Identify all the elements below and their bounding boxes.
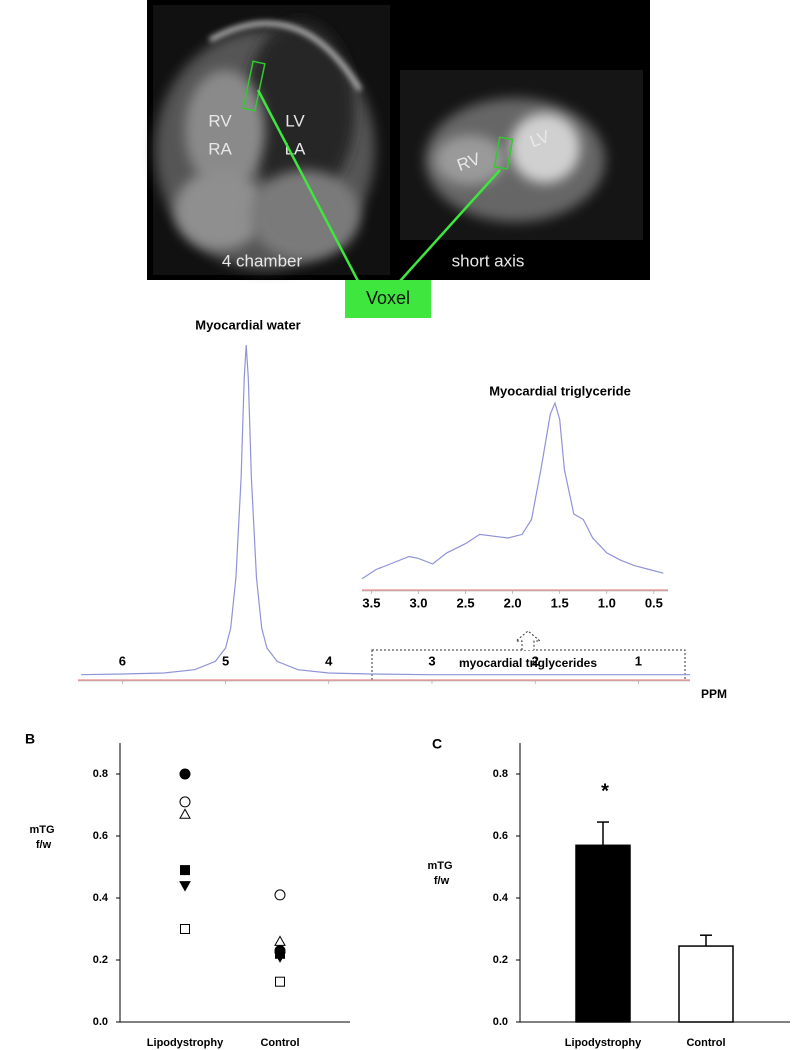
y-axis-label: mTG f/w bbox=[427, 860, 452, 887]
x-axis-label: PPM bbox=[701, 687, 727, 701]
image-label: RA bbox=[208, 139, 232, 158]
x-tick-label: 2 bbox=[532, 653, 539, 668]
x-tick-label: 3 bbox=[428, 653, 435, 668]
x-tick-label: 5 bbox=[222, 653, 229, 668]
y-tick-label: 0.6 bbox=[93, 830, 108, 842]
image-chamber bbox=[175, 170, 265, 250]
y-tick-label: 0.0 bbox=[493, 1016, 508, 1028]
x-tick-label: 1.0 bbox=[598, 595, 616, 610]
bar bbox=[575, 844, 631, 1023]
peak-title: Myocardial water bbox=[195, 317, 301, 332]
x-tick-label: 0.5 bbox=[645, 595, 663, 610]
point bbox=[179, 796, 191, 808]
annotation-arrow bbox=[514, 630, 542, 650]
y-tick-label: 0.4 bbox=[493, 892, 509, 904]
peak-title: Myocardial triglyceride bbox=[489, 383, 631, 398]
y-tick-label: 0.2 bbox=[493, 954, 508, 966]
voxel-box bbox=[242, 60, 266, 112]
y-tick-label: 0.6 bbox=[493, 830, 508, 842]
x-tick-label: 6 bbox=[119, 653, 126, 668]
four-chamber-image bbox=[153, 5, 390, 275]
y-tick-label: 0.2 bbox=[93, 954, 108, 966]
image-caption: 4 chamber bbox=[222, 251, 303, 270]
point bbox=[180, 865, 190, 876]
voxel-pointer bbox=[399, 169, 501, 282]
bar bbox=[678, 945, 734, 1023]
image-chamber bbox=[435, 135, 505, 185]
x-tick-label: Control bbox=[260, 1037, 299, 1049]
y-tick-label: 0.0 bbox=[93, 1016, 108, 1028]
y-tick-label: 0.4 bbox=[93, 892, 109, 904]
image-caption: short axis bbox=[452, 251, 525, 270]
x-tick-label: 2.0 bbox=[504, 595, 522, 610]
point bbox=[179, 881, 191, 892]
point bbox=[179, 808, 191, 819]
spectrum-line bbox=[361, 401, 664, 580]
short-axis-image bbox=[400, 70, 643, 240]
image-wall bbox=[208, 20, 363, 92]
x-tick-label: 1.5 bbox=[551, 595, 569, 610]
image-label: RV bbox=[208, 111, 232, 130]
point bbox=[274, 952, 286, 963]
x-tick-label: 3.5 bbox=[362, 595, 380, 610]
voxel-pointer bbox=[256, 89, 360, 282]
x-tick-label: 3.0 bbox=[409, 595, 427, 610]
panel-label: C bbox=[432, 736, 442, 752]
mri-panel: RV RA LV LA RV LV 4 chamber short axis V… bbox=[147, 0, 650, 318]
x-tick-label: 2.5 bbox=[457, 595, 475, 610]
y-tick-label: 0.8 bbox=[93, 768, 108, 780]
x-tick-label: Control bbox=[686, 1037, 725, 1049]
spectrum-line bbox=[81, 344, 690, 676]
significance-mark: * bbox=[601, 780, 609, 802]
y-axis-label: mTG f/w bbox=[29, 824, 54, 851]
image-chamber bbox=[250, 170, 360, 260]
point bbox=[180, 924, 190, 934]
point bbox=[274, 935, 286, 946]
image-chamber bbox=[510, 113, 580, 183]
voxel-box-label bbox=[345, 280, 431, 318]
x-tick-label: 4 bbox=[325, 653, 333, 668]
voxel-label: Voxel bbox=[366, 288, 410, 308]
panel-label: B bbox=[25, 731, 35, 747]
point bbox=[179, 768, 191, 780]
y-tick-label: 0.8 bbox=[493, 768, 508, 780]
image-label: LV bbox=[285, 111, 305, 130]
x-tick-label: Lipodystrophy bbox=[565, 1037, 642, 1049]
x-tick-label: 1 bbox=[635, 653, 642, 668]
voxel-box bbox=[493, 136, 514, 170]
point bbox=[274, 889, 286, 901]
annotation: myocardial triglycerides bbox=[459, 656, 597, 670]
image-chamber bbox=[245, 20, 355, 200]
point bbox=[275, 976, 285, 987]
x-tick-label: Lipodystrophy bbox=[147, 1037, 224, 1049]
